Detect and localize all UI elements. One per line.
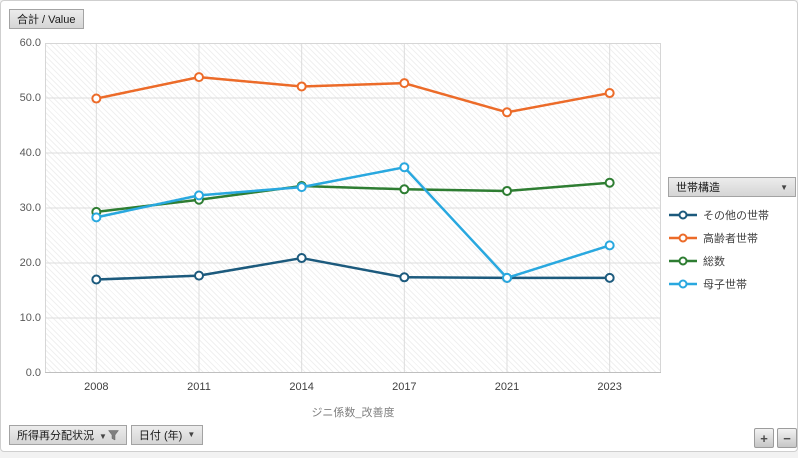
axis-field-label: 日付 (年) [138, 430, 183, 442]
chevron-down-icon: ▼ [187, 430, 196, 439]
data-point-marker [399, 78, 410, 89]
filter-field-button[interactable]: 所得再分配状況 ▼ [9, 425, 127, 445]
legend-item-label: 母子世帯 [703, 278, 747, 291]
legend-item: 総数 [668, 249, 796, 272]
data-point-marker [91, 274, 102, 285]
legend-item: 母子世帯 [668, 272, 796, 295]
legend-item: 高齢者世帯 [668, 226, 796, 249]
legend-marker-icon [669, 256, 697, 265]
legend-marker-icon [669, 210, 697, 219]
axis-field-button[interactable]: 日付 (年) ▼ [130, 425, 204, 445]
data-point-marker [502, 272, 512, 283]
data-point-marker [399, 184, 410, 195]
y-axis-tick: 50.0 [19, 92, 41, 104]
data-point-marker [194, 72, 204, 83]
legend: 世帯構造 ▼ その他の世帯 高齢者世帯総数母子世帯 [668, 177, 796, 295]
legend-marker-icon [669, 279, 697, 288]
x-axis-tick: 2011 [187, 381, 211, 393]
data-point-marker [399, 272, 410, 283]
zoom-out-button[interactable]: − [777, 428, 797, 448]
value-field-label: 合計 / Value [17, 14, 76, 26]
series-line [95, 256, 611, 281]
minus-icon: − [783, 430, 791, 446]
data-point-marker [194, 270, 204, 281]
series-line [95, 181, 611, 214]
y-axis-tick: 60.0 [19, 37, 41, 49]
line-chart [45, 43, 661, 373]
filter-icon [107, 429, 119, 440]
zoom-in-button[interactable]: + [754, 428, 774, 448]
data-point-marker [604, 272, 615, 283]
x-axis-tick: 2021 [494, 381, 520, 393]
data-point-marker [296, 182, 307, 193]
x-axis-tick: 2017 [392, 381, 417, 393]
legend-field-button[interactable]: 世帯構造 ▼ [668, 177, 796, 197]
data-point-marker [91, 212, 102, 223]
y-axis-tick: 20.0 [19, 257, 41, 269]
y-axis-tick: 0.0 [25, 367, 41, 379]
data-point-marker [296, 81, 307, 92]
x-axis-title: ジニ係数_改善度 [311, 407, 395, 419]
y-axis-tick: 40.0 [19, 147, 41, 159]
value-field-button[interactable]: 合計 / Value [9, 9, 84, 29]
chevron-down-icon: ▼ [99, 431, 107, 441]
legend-item: その他の世帯 [668, 203, 796, 226]
legend-items: その他の世帯 高齢者世帯総数母子世帯 [668, 203, 796, 295]
data-point-marker [399, 162, 410, 173]
data-point-marker [604, 88, 615, 99]
filter-field-label: 所得再分配状況 [17, 430, 94, 442]
legend-item-label: その他の世帯 [703, 209, 769, 222]
y-axis-tick: 10.0 [19, 312, 41, 324]
plot-area [45, 43, 661, 373]
legend-marker-icon [669, 233, 697, 242]
data-point-marker [604, 240, 615, 251]
data-point-marker [296, 253, 307, 264]
legend-field-label: 世帯構造 [676, 182, 720, 194]
data-point-marker [502, 185, 512, 196]
legend-item-label: 総数 [703, 255, 725, 268]
chevron-down-icon: ▼ [780, 182, 788, 192]
data-point-marker [194, 190, 204, 201]
plus-icon: + [760, 430, 768, 446]
series-line [95, 75, 611, 114]
data-point-marker [91, 93, 102, 104]
legend-item-label: 高齢者世帯 [703, 232, 758, 245]
series-line [95, 166, 611, 280]
data-point-marker [502, 107, 512, 118]
x-axis-tick: 2008 [84, 381, 109, 393]
data-point-marker [604, 177, 615, 188]
x-axis-tick: 2014 [289, 381, 314, 393]
x-axis-tick: 2023 [597, 381, 622, 393]
y-axis-tick: 30.0 [19, 202, 41, 214]
